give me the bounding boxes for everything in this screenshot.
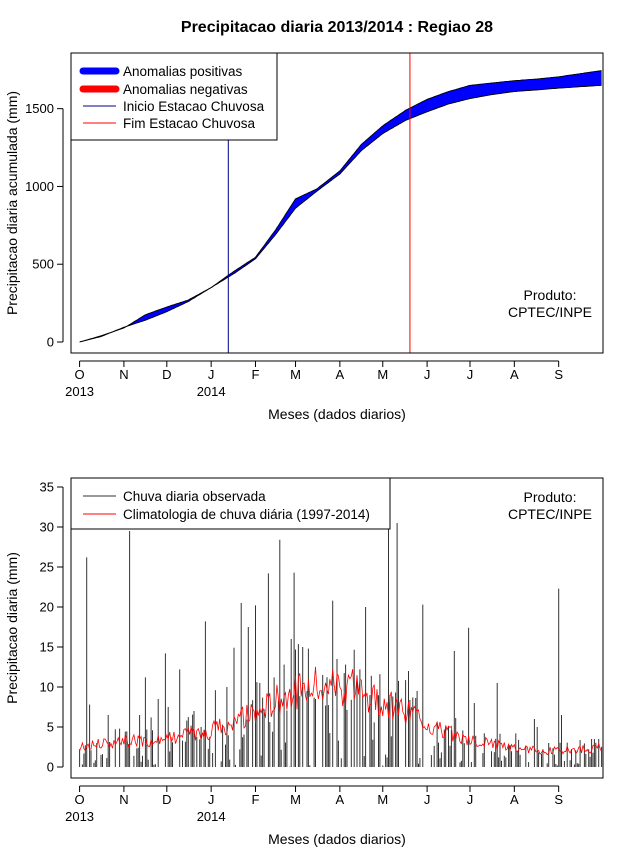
bottom-credit-line2: CPTEC/INPE [508,506,592,522]
bottom-x-tick-label: M [377,792,388,807]
bottom-year-label: 2013 [65,809,94,824]
top-x-tick-label: N [119,367,128,382]
bottom-y-tick-label: 25 [40,560,54,575]
top-x-tick-label: J [208,367,215,382]
top-x-tick-label: M [377,367,388,382]
top-year-label: 2013 [65,384,94,399]
bottom-legend: Chuva diaria observada Climatologia de c… [70,477,391,530]
top-year-label: 2014 [197,384,226,399]
bottom-x-tick-label: A [336,792,345,807]
top-legend: Anomalias positivas Anomalias negativas … [70,52,278,141]
top-credit-line1: Produto: [524,287,577,303]
bottom-x-tick-label: O [75,792,85,807]
legend-label-end: Fim Estacao Chuvosa [123,116,256,131]
bottom-y-tick-label: 10 [40,680,54,695]
top-chart: Precipitacao diaria 2013/2014 : Regiao 2… [4,19,604,422]
top-y-axis-label: Precipitacao diaria acumulada (mm) [4,91,20,315]
bottom-x-axis: O N D J F M A M J J A S 2013 2014 [65,785,563,824]
top-x-tick-label: S [554,367,563,382]
top-credit-line2: CPTEC/INPE [508,304,592,320]
bottom-y-axis-label: Precipitacao diaria (mm) [4,552,20,704]
top-x-axis-label: Meses (dados diarios) [268,406,406,422]
bottom-x-tick-label: J [467,792,474,807]
daily-rain-bars [79,519,603,767]
top-y-tick-label: 500 [32,257,54,272]
top-x-axis: O N D J F M A M J J A S 2013 2014 [65,360,563,399]
bottom-x-tick-label: J [208,792,215,807]
top-x-tick-label: O [75,367,85,382]
top-x-tick-label: J [467,367,474,382]
bottom-x-tick-label: S [554,792,563,807]
bottom-chart: 0 5 10 15 20 25 30 35 O N D J F M A M J J A S 2013 2014 Prec… [4,477,604,847]
legend-label-observed: Chuva diaria observada [123,489,266,504]
legend-label-negative: Anomalias negativas [123,82,248,97]
top-y-tick-label: 0 [47,335,54,350]
bottom-y-tick-label: 15 [40,640,54,655]
climatology-cumulative-line [79,84,602,343]
top-x-tick-label: F [252,367,260,382]
top-y-tick-label: 1500 [25,101,54,116]
observed-cumulative-line [79,70,602,343]
bottom-x-tick-label: N [119,792,128,807]
legend-label-climatology: Climatologia de chuva diária (1997-2014) [123,507,370,522]
top-x-tick-label: J [424,367,431,382]
top-plot-frame [70,52,604,354]
bottom-x-tick-label: F [252,792,260,807]
bottom-y-tick-label: 35 [40,480,54,495]
cumulative-lines [79,70,602,343]
bottom-y-axis: 0 5 10 15 20 25 30 35 [40,480,64,775]
legend-label-start: Inicio Estacao Chuvosa [123,99,265,114]
bottom-legend-box [70,477,391,530]
bottom-x-tick-label: A [510,792,519,807]
bottom-y-tick-label: 5 [47,720,54,735]
bottom-credit-line1: Produto: [524,489,577,505]
bottom-x-tick-label: D [162,792,171,807]
top-x-tick-label: A [510,367,519,382]
bottom-y-tick-label: 20 [40,600,54,615]
bottom-y-tick-label: 30 [40,520,54,535]
top-chart-title: Precipitacao diaria 2013/2014 : Regiao 2… [181,19,493,36]
bottom-y-tick-label: 0 [47,760,54,775]
top-y-axis: 0 500 1000 1500 [25,101,64,350]
top-x-tick-label: D [162,367,171,382]
bottom-x-tick-label: J [424,792,431,807]
top-x-tick-label: M [290,367,301,382]
legend-label-positive: Anomalias positivas [123,64,243,79]
bottom-year-label: 2014 [197,809,226,824]
climatology-line [79,666,602,756]
bottom-x-tick-label: M [290,792,301,807]
bottom-x-axis-label: Meses (dados diarios) [268,831,406,847]
top-x-tick-label: A [336,367,345,382]
top-y-tick-label: 1000 [25,179,54,194]
